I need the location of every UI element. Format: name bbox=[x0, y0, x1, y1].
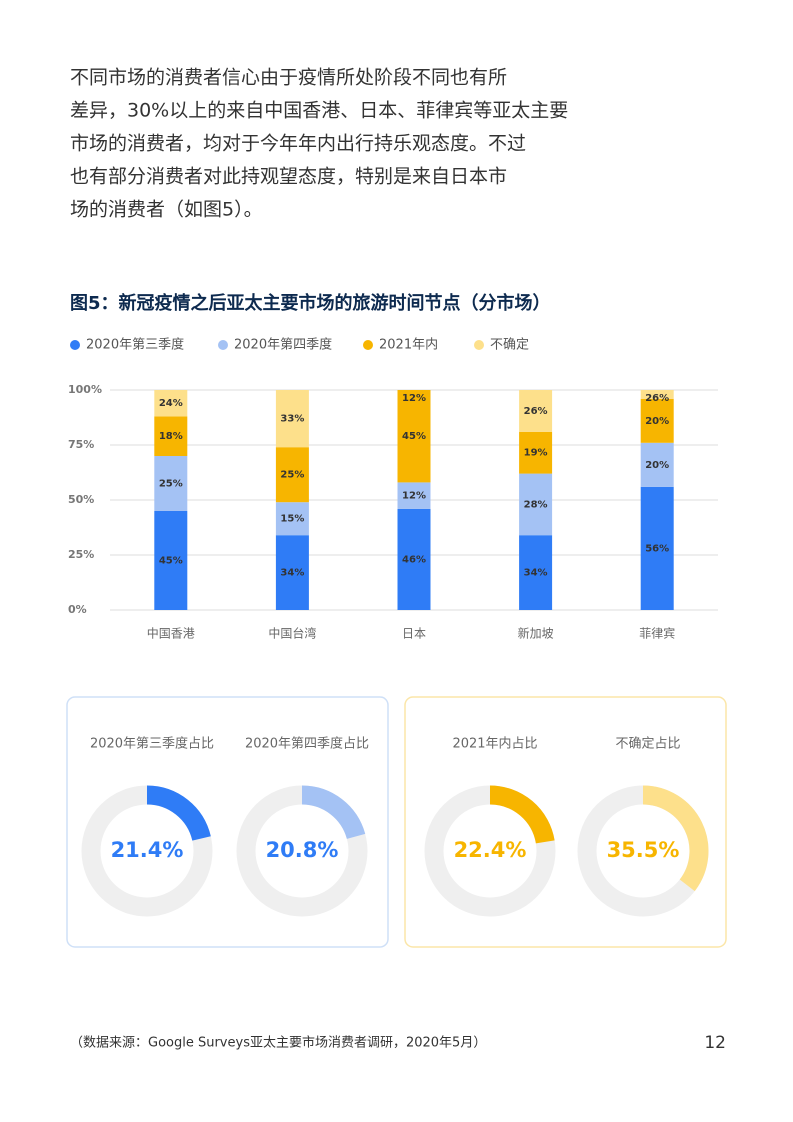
bar-segment bbox=[154, 416, 188, 456]
bar-segment bbox=[519, 535, 553, 610]
legend-label: 2021年内 bbox=[379, 337, 438, 353]
bar-segment bbox=[519, 431, 553, 474]
x-tick-label: 日本 bbox=[402, 627, 426, 641]
data-label: 26% bbox=[524, 406, 548, 417]
donut-arc bbox=[146, 785, 211, 841]
donut-title: 2021年内占比 bbox=[452, 736, 537, 752]
bar-segment bbox=[154, 390, 188, 417]
bar-segment bbox=[154, 456, 188, 511]
chart-title: 图5：新冠疫情之后亚太主要市场的旅游时间节点（分市场） bbox=[70, 292, 551, 314]
donut-arc bbox=[301, 785, 366, 840]
legend-label: 不确定 bbox=[490, 338, 529, 353]
plot-area bbox=[154, 357, 674, 610]
x-tick-label: 中国香港 bbox=[147, 626, 195, 641]
donut-title: 2020年第三季度占比 bbox=[90, 736, 214, 752]
paragraph-line: 场的消费者（如图5）。 bbox=[70, 199, 263, 221]
bar-segment bbox=[397, 508, 431, 610]
paragraph-line: 差异，30%以上的来自中国香港、日本、菲律宾等亚太主要 bbox=[70, 100, 568, 122]
bar-segment bbox=[275, 390, 309, 448]
bar-segment bbox=[640, 398, 674, 443]
bar-segment bbox=[275, 535, 309, 610]
bar-segment bbox=[397, 482, 431, 509]
page-number: 12 bbox=[704, 1033, 726, 1053]
bar-segment bbox=[275, 502, 309, 536]
data-label: 56% bbox=[645, 543, 669, 554]
x-tick-label: 新加坡 bbox=[518, 626, 554, 641]
legend-swatch bbox=[70, 340, 80, 350]
donut-value: 21.4% bbox=[111, 838, 184, 862]
legend-label: 2020年第四季度 bbox=[234, 337, 332, 353]
donut-title: 不确定占比 bbox=[615, 737, 680, 752]
data-label: 25% bbox=[280, 470, 304, 481]
donut-arc bbox=[642, 785, 709, 892]
data-label: 24% bbox=[159, 398, 183, 409]
bar-segment bbox=[154, 511, 188, 610]
data-label: 20% bbox=[645, 460, 669, 471]
donut-box bbox=[66, 696, 389, 948]
bar-segment bbox=[398, 357, 431, 383]
data-label: 18% bbox=[159, 431, 183, 442]
donut-value: 22.4% bbox=[454, 838, 527, 862]
data-label: 34% bbox=[280, 568, 304, 579]
data-label: 26% bbox=[645, 393, 669, 404]
donut-title: 2020年第四季度占比 bbox=[245, 736, 369, 752]
data-label: 20% bbox=[645, 416, 669, 427]
y-tick-label: 100% bbox=[68, 383, 102, 396]
data-label: 28% bbox=[524, 499, 548, 510]
donut-box bbox=[404, 696, 727, 948]
bar-segment bbox=[519, 473, 553, 536]
bar-segment bbox=[397, 390, 431, 483]
data-label: 12% bbox=[402, 393, 426, 404]
x-tick-label: 菲律宾 bbox=[639, 626, 675, 641]
data-label: 15% bbox=[280, 514, 304, 525]
paragraph-line: 不同市场的消费者信心由于疫情所处阶段不同也有所 bbox=[70, 67, 507, 89]
bar-segment bbox=[640, 390, 674, 399]
y-tick-label: 50% bbox=[68, 493, 94, 506]
data-label: 46% bbox=[402, 554, 426, 565]
data-label: 45% bbox=[159, 556, 183, 567]
data-label: 45% bbox=[402, 431, 426, 442]
legend-swatch bbox=[363, 340, 373, 350]
legend-swatch bbox=[218, 340, 228, 350]
donut-value: 20.8% bbox=[266, 838, 339, 862]
bar-segment bbox=[519, 390, 553, 432]
source: （数据来源：Google Surveys亚太主要市场消费者调研，2020年5月） bbox=[70, 1035, 486, 1051]
paragraph-line: 市场的消费者，均对于今年年内出行持乐观态度。不过 bbox=[70, 133, 526, 155]
y-tick-label: 25% bbox=[68, 548, 94, 561]
y-tick-label: 0% bbox=[68, 603, 87, 616]
donut-value: 35.5% bbox=[607, 838, 680, 862]
paragraph-line: 也有部分消费者对此持观望态度，特别是来自日本市 bbox=[70, 166, 507, 188]
x-tick-label: 中国台湾 bbox=[268, 626, 316, 641]
data-label: 12% bbox=[402, 491, 426, 502]
legend-swatch bbox=[474, 340, 484, 350]
data-label: 33% bbox=[280, 414, 304, 425]
donut-arc bbox=[489, 785, 555, 844]
bar-segment bbox=[640, 442, 674, 487]
y-tick-label: 75% bbox=[68, 438, 94, 451]
bar-segment bbox=[275, 447, 309, 503]
legend-label: 2020年第三季度 bbox=[86, 337, 184, 353]
data-label: 34% bbox=[524, 568, 548, 579]
bar-segment bbox=[640, 486, 674, 610]
data-label: 19% bbox=[524, 448, 548, 459]
data-label: 25% bbox=[159, 479, 183, 490]
